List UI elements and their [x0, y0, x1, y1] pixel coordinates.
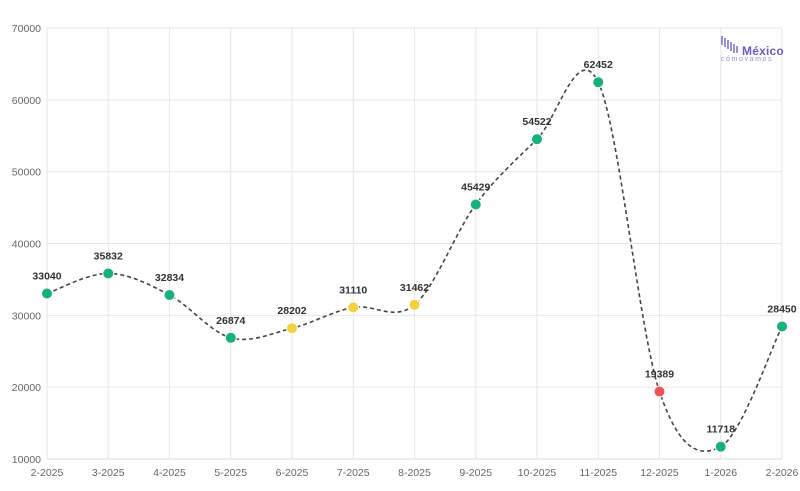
data-label: 28450	[767, 303, 796, 315]
data-label: 26874	[216, 315, 245, 327]
data-point[interactable]	[592, 76, 605, 89]
data-label: 35832	[94, 250, 123, 262]
y-tick-label: 50000	[12, 167, 41, 179]
grid	[46, 27, 783, 460]
data-point[interactable]	[408, 298, 421, 311]
data-point[interactable]	[531, 133, 543, 146]
y-tick-label: 70000	[12, 23, 41, 35]
x-tick-label: 10-2025	[518, 467, 557, 479]
x-tick-label: 8-2025	[398, 467, 431, 479]
data-point[interactable]	[224, 331, 237, 344]
data-point[interactable]	[469, 198, 482, 211]
x-tick-label: 12-2025	[640, 467, 679, 479]
data-label: 45429	[461, 182, 490, 194]
data-labels: 33040 35832 32834 26874 28202 31110 31462 45429…	[32, 59, 796, 435]
logo-main-text: México	[742, 44, 784, 58]
y-tick-label: 30000	[12, 310, 41, 322]
series-line	[46, 69, 783, 452]
data-points	[41, 76, 788, 453]
data-point[interactable]	[653, 385, 666, 398]
data-label: 31462	[400, 282, 429, 294]
data-point[interactable]	[163, 288, 176, 301]
data-label: 28202	[277, 305, 306, 317]
y-tick-label: 10000	[12, 454, 41, 466]
y-tick-label: 60000	[12, 95, 41, 107]
data-point[interactable]	[714, 440, 727, 453]
x-tick-label: 6-2025	[276, 467, 309, 479]
x-tick-label: 5-2025	[214, 467, 247, 479]
x-tick-label: 11-2025	[579, 467, 617, 479]
data-label: 19389	[645, 369, 674, 381]
logo-sub-text: cómovamos	[721, 56, 774, 63]
data-point[interactable]	[102, 267, 115, 280]
data-point[interactable]	[41, 287, 53, 300]
data-point[interactable]	[776, 320, 788, 333]
x-tick-label: 4-2025	[153, 467, 186, 479]
data-label: 11718	[706, 424, 735, 436]
y-tick-label: 20000	[12, 382, 41, 394]
data-point[interactable]	[286, 322, 298, 335]
axes: 10000 20000 30000 40000 50000 60000 70000 2-202…	[12, 23, 799, 479]
mexico-como-vamos-logo: México cómovamos	[718, 36, 790, 66]
y-tick-label: 40000	[12, 239, 41, 251]
x-tick-label: 1-2026	[704, 467, 737, 479]
x-tick-label: 7-2025	[337, 467, 370, 479]
x-tick-label: 2-2026	[766, 467, 799, 479]
logo-bars-icon	[721, 36, 738, 53]
data-label: 62452	[584, 59, 613, 71]
data-label: 33040	[32, 270, 61, 282]
data-label: 32834	[155, 272, 184, 284]
data-label: 31110	[339, 284, 367, 296]
x-tick-label: 3-2025	[92, 467, 125, 479]
data-label: 54522	[522, 116, 551, 128]
x-tick-label: 9-2025	[459, 467, 492, 479]
x-tick-label: 2-2025	[31, 467, 64, 479]
data-point[interactable]	[347, 301, 360, 314]
